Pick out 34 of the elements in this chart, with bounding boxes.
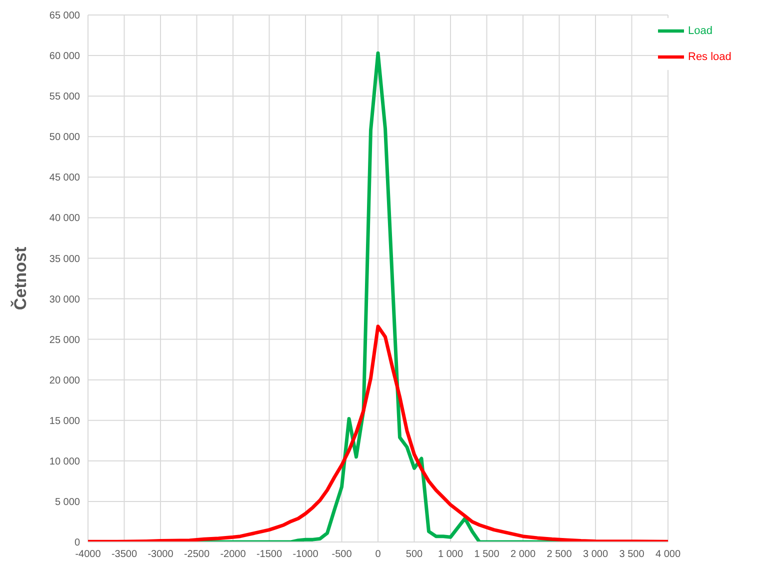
y-tick-label: 45 000	[49, 172, 80, 184]
y-tick-label: 65 000	[49, 10, 80, 22]
x-tick-label: -2500	[184, 549, 210, 560]
x-tick-label: 0	[375, 549, 382, 560]
x-tick-label: 500	[406, 549, 424, 560]
x-tick-label: 4 000	[655, 549, 681, 560]
x-tick-label: -3000	[148, 549, 174, 560]
y-tick-label: 40 000	[49, 213, 80, 224]
y-tick-label: 15 000	[49, 416, 80, 427]
y-tick-label: 60 000	[49, 51, 80, 62]
x-tick-label: 2 000	[510, 549, 536, 560]
x-tick-label: -4000	[75, 549, 102, 560]
y-tick-label: 30 000	[49, 294, 80, 306]
x-tick-label: 3 000	[582, 549, 608, 560]
x-tick-label: -500	[332, 549, 352, 560]
legend-label: Load	[688, 24, 712, 37]
y-tick-label: 35 000	[49, 254, 80, 265]
x-tick-label: -1000	[292, 549, 319, 560]
y-tick-label: 20 000	[49, 375, 80, 386]
legend-label: Res load	[688, 50, 732, 63]
x-tick-label: -2000	[220, 549, 246, 560]
x-tick-label: 1 000	[438, 549, 464, 560]
y-tick-label: 50 000	[49, 132, 80, 144]
x-tick-label: 2 500	[546, 549, 572, 560]
y-tick-label: 55 000	[49, 92, 80, 103]
y-tick-label: 10 000	[49, 456, 80, 468]
x-tick-label: 3 500	[619, 549, 645, 560]
y-tick-label: 25 000	[49, 334, 80, 346]
y-axis-title: Četnost	[10, 246, 30, 310]
x-tick-label: -3500	[111, 549, 138, 560]
x-tick-label: -1500	[256, 549, 282, 560]
y-tick-label: 5 000	[54, 497, 80, 508]
y-tick-label: 0	[74, 538, 80, 549]
x-tick-label: 1 500	[474, 549, 500, 560]
